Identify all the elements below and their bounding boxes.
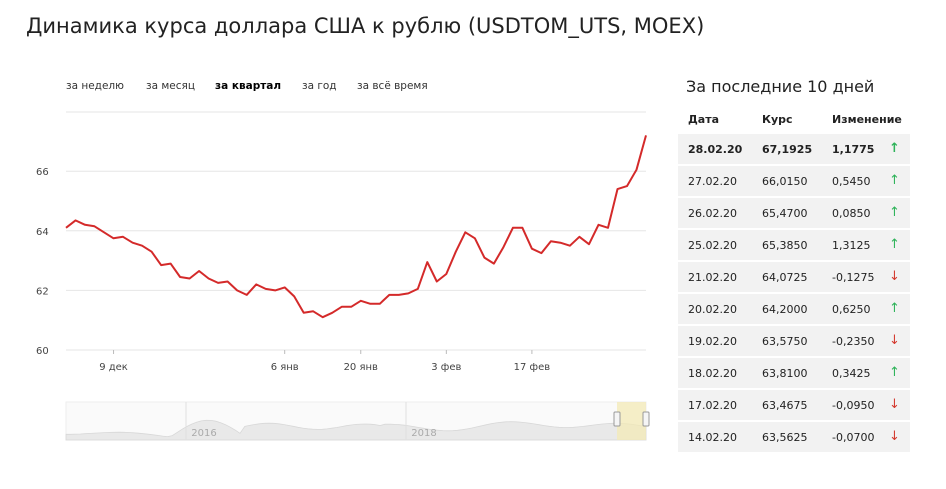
row-date: 17.02.20 xyxy=(688,399,737,412)
y-tick-label: 60 xyxy=(36,346,49,357)
arrow-up-icon: ↑ xyxy=(889,141,900,156)
tab-quarter[interactable]: за квартал xyxy=(215,80,282,92)
row-date: 20.02.20 xyxy=(688,303,737,316)
table-row: 18.02.20 63,8100 0,3425 ↑ xyxy=(678,358,910,390)
row-date: 27.02.20 xyxy=(688,175,737,188)
arrow-up-icon: ↑ xyxy=(889,173,900,188)
table-row: 25.02.20 65,3850 1,3125 ↑ xyxy=(678,230,910,262)
row-change: 1,3125 xyxy=(832,239,871,252)
row-change: 0,5450 xyxy=(832,175,871,188)
table-row: 21.02.20 64,0725 -0,1275 ↓ xyxy=(678,262,910,294)
arrow-up-icon: ↑ xyxy=(889,205,900,220)
last-10-days-title: За последние 10 дней xyxy=(686,77,875,96)
x-tick-label: 17 фев xyxy=(514,362,551,373)
rate-line xyxy=(65,135,647,319)
row-change: -0,2350 xyxy=(832,335,875,348)
tab-week[interactable]: за неделю xyxy=(66,80,124,92)
table-row: 26.02.20 65,4700 0,0850 ↑ xyxy=(678,198,910,230)
row-change: 0,6250 xyxy=(832,303,871,316)
row-rate: 65,3850 xyxy=(762,239,808,252)
header-change: Изменение xyxy=(832,113,902,126)
y-tick-label: 64 xyxy=(36,227,49,238)
x-tick-label: 9 дек xyxy=(99,362,128,373)
row-date: 28.02.20 xyxy=(688,143,743,156)
x-tick-label: 20 янв xyxy=(344,362,378,373)
row-change: 0,3425 xyxy=(832,367,871,380)
row-change: -0,0700 xyxy=(832,431,875,444)
navigator-year-label: 2018 xyxy=(411,428,436,439)
navigator-selection[interactable] xyxy=(617,402,646,440)
navigator-area xyxy=(65,419,647,441)
arrow-up-icon: ↑ xyxy=(889,237,900,252)
row-rate: 65,4700 xyxy=(762,207,808,220)
row-date: 18.02.20 xyxy=(688,367,737,380)
row-date: 26.02.20 xyxy=(688,207,737,220)
row-date: 21.02.20 xyxy=(688,271,737,284)
x-tick-label: 3 фев xyxy=(431,362,461,373)
row-change: 0,0850 xyxy=(832,207,871,220)
navigator-handle[interactable] xyxy=(613,411,621,427)
y-tick-label: 62 xyxy=(36,286,49,297)
page-title: Динамика курса доллара США к рублю (USDT… xyxy=(26,14,705,38)
arrow-down-icon: ↓ xyxy=(889,429,900,444)
arrow-up-icon: ↑ xyxy=(889,365,900,380)
tab-all-time[interactable]: за всё время xyxy=(357,80,428,92)
arrow-down-icon: ↓ xyxy=(889,397,900,412)
row-rate: 64,2000 xyxy=(762,303,808,316)
row-date: 14.02.20 xyxy=(688,431,737,444)
header-rate: Курс xyxy=(762,113,793,126)
table-row: 20.02.20 64,2000 0,6250 ↑ xyxy=(678,294,910,326)
last-10-days-table: Дата Курс Изменение 28.02.20 67,1925 1,177… xyxy=(678,104,910,454)
table-row: 17.02.20 63,4675 -0,0950 ↓ xyxy=(678,390,910,422)
arrow-up-icon: ↑ xyxy=(889,301,900,316)
row-rate: 63,5750 xyxy=(762,335,808,348)
row-rate: 67,1925 xyxy=(762,143,813,156)
y-tick-label: 66 xyxy=(36,167,49,178)
tab-year[interactable]: за год xyxy=(302,80,337,92)
row-change: -0,0950 xyxy=(832,399,875,412)
header-date: Дата xyxy=(688,113,720,126)
arrow-down-icon: ↓ xyxy=(889,333,900,348)
table-row: 19.02.20 63,5750 -0,2350 ↓ xyxy=(678,326,910,358)
row-change: -0,1275 xyxy=(832,271,875,284)
row-date: 25.02.20 xyxy=(688,239,737,252)
navigator-handle[interactable] xyxy=(642,411,650,427)
row-rate: 63,8100 xyxy=(762,367,808,380)
row-rate: 63,5625 xyxy=(762,431,808,444)
arrow-down-icon: ↓ xyxy=(889,269,900,284)
row-date: 19.02.20 xyxy=(688,335,737,348)
row-rate: 63,4675 xyxy=(762,399,808,412)
row-rate: 64,0725 xyxy=(762,271,808,284)
table-row: 27.02.20 66,0150 0,5450 ↑ xyxy=(678,166,910,198)
row-rate: 66,0150 xyxy=(762,175,808,188)
table-row: 14.02.20 63,5625 -0,0700 ↓ xyxy=(678,422,910,454)
navigator-year-label: 2016 xyxy=(191,428,216,439)
x-tick-label: 6 янв xyxy=(271,362,299,373)
table-row: 28.02.20 67,1925 1,1775 ↑ xyxy=(678,134,910,166)
tab-month[interactable]: за месяц xyxy=(146,80,195,92)
row-change: 1,1775 xyxy=(832,143,875,156)
table-header: Дата Курс Изменение xyxy=(678,104,910,134)
